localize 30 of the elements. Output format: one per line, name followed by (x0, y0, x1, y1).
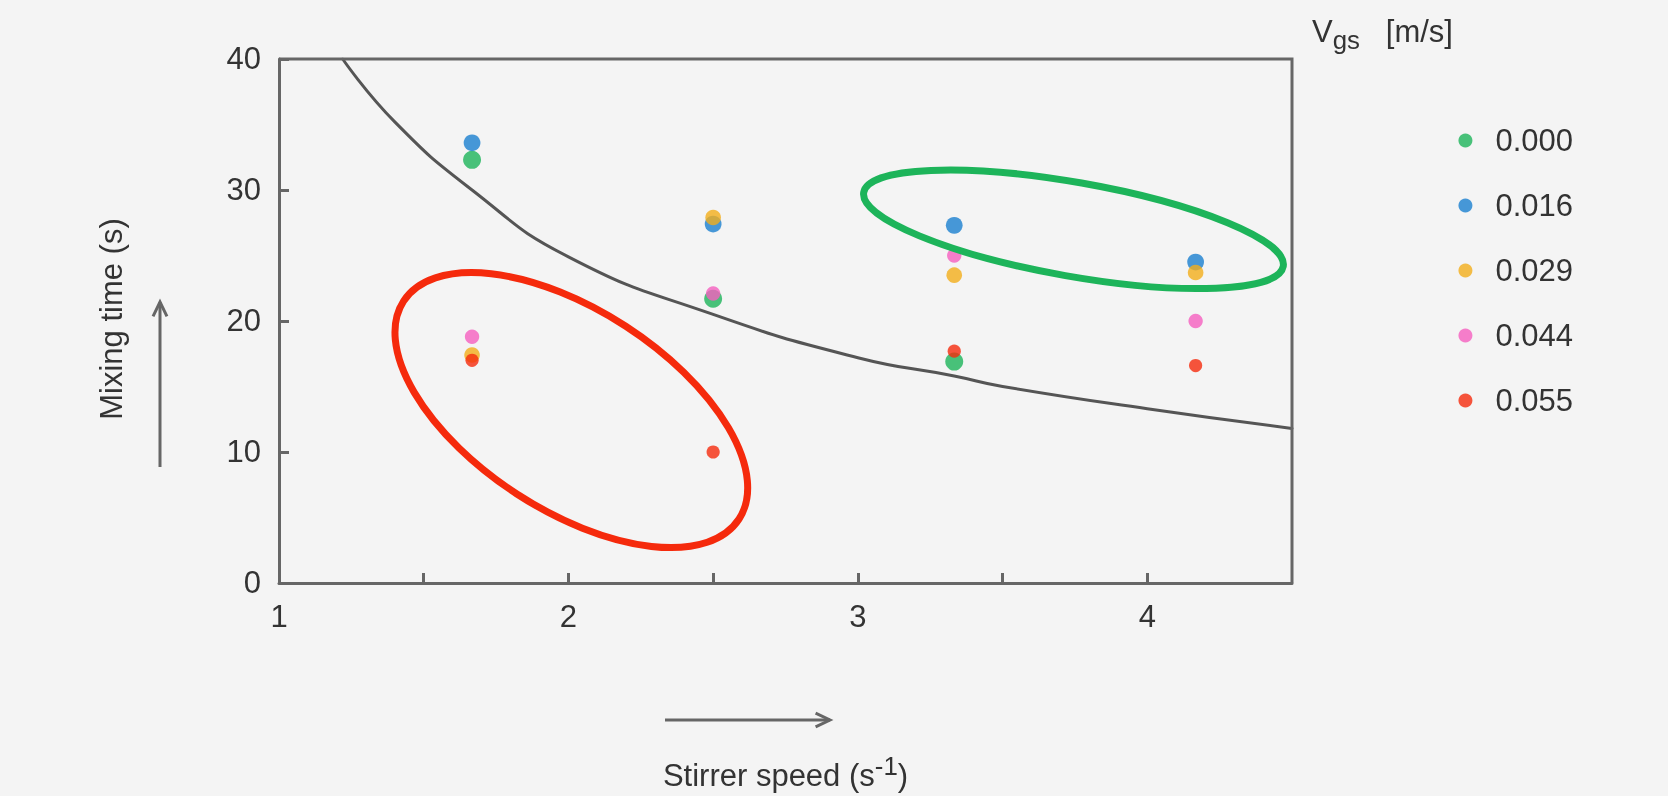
legend-title: V$_{gs}$ [m/s] (1312, 14, 1453, 56)
legend-label: 0.044 (1495, 318, 1573, 353)
legend-label: 0.016 (1495, 188, 1573, 223)
point (1189, 358, 1203, 373)
point (945, 216, 963, 234)
legend-label: 0.000 (1495, 123, 1573, 158)
y-axis-title: Mixing time (s) (94, 217, 130, 422)
y-tick-label: 30 (225, 172, 261, 208)
point (464, 329, 480, 344)
x-tick-label: 2 (559, 599, 578, 634)
legend-label: 0.029 (1495, 253, 1573, 288)
point (463, 134, 481, 152)
point (1187, 264, 1204, 281)
point (465, 353, 479, 367)
x-tick-label: 1 (270, 599, 288, 634)
point (705, 209, 721, 226)
y-tick-label: 0 (242, 565, 261, 601)
point (706, 445, 720, 459)
x-axis-title: Stirrer speed (s$^{-1}$) (661, 752, 910, 795)
y-tick-label: 20 (226, 303, 261, 338)
point (463, 150, 482, 169)
point (1188, 313, 1203, 329)
x-tick-label: 3 (849, 599, 867, 634)
y-tick-label: 40 (225, 41, 261, 77)
x-tick-label: 4 (1138, 599, 1156, 634)
point (946, 267, 963, 283)
point (705, 286, 721, 301)
point (947, 344, 961, 358)
y-tick-label: 10 (225, 434, 261, 470)
legend-label: 0.055 (1495, 383, 1573, 418)
